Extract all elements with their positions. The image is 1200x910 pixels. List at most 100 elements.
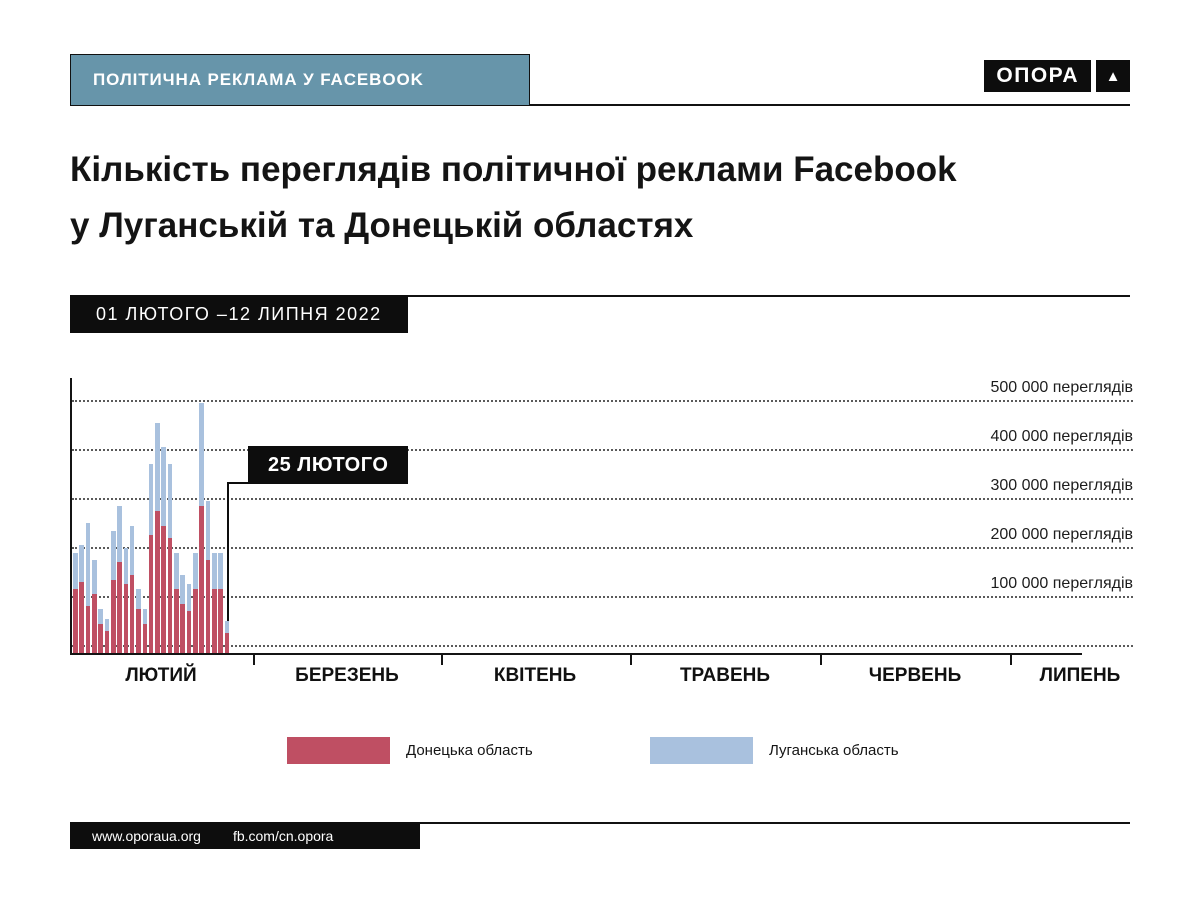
period-rule [70,295,1130,297]
footer-facebook: fb.com/cn.opora [232,827,334,844]
bar-segment-luhansk [73,552,78,590]
bar-segment-luhansk [180,574,186,604]
bar-segment-luhansk [161,447,167,526]
page-title-line2: у Луганській та Донецькій областях [70,206,694,245]
bar-day-25 [224,621,230,653]
gridline-200000: 200 000 переглядів [72,526,1133,549]
bar-segment-luhansk [142,608,148,624]
axis-tick [253,655,255,665]
axis-tick [1010,655,1012,665]
month-label-5: ЧЕРВЕНЬ [868,665,962,686]
bar-segment-donetsk [148,535,154,653]
bar-day-18 [180,574,186,653]
bar-day-13 [148,464,154,653]
bar-day-9 [123,547,129,653]
bar-segment-luhansk [212,552,217,590]
axis-tick [630,655,632,665]
bar-segment-luhansk [117,506,122,563]
bar-day-23 [212,552,217,653]
bar-segment-luhansk [98,608,103,624]
legend-swatch-donetsk [287,737,390,764]
bar-day-3 [85,523,91,653]
bar-segment-luhansk [136,589,141,609]
gridline-label: 100 000 переглядів [990,575,1133,592]
bar-segment-donetsk [212,589,217,653]
bar-segment-donetsk [167,537,173,653]
opora-logo-text: ОПОРА [984,60,1091,92]
bar-day-4 [91,559,97,653]
bar-day-8 [117,506,122,653]
bar-day-24 [218,552,223,653]
opora-logo-triangle-icon: ▲ [1096,60,1130,92]
period-badge: 01 ЛЮТОГО –12 ЛИПНЯ 2022 [70,295,408,333]
bar-segment-donetsk [136,608,141,653]
annotation-pointer-line [227,484,229,621]
bar-segment-luhansk [155,422,160,511]
header-badge: ПОЛІТИЧНА РЕКЛАМА У FACEBOOK [70,54,530,106]
header-badge-label: ПОЛІТИЧНА РЕКЛАМА У FACEBOOK [93,70,424,89]
bar-segment-donetsk [155,510,160,653]
gridline-500000: 500 000 переглядів [72,379,1133,402]
bar-day-5 [98,608,103,653]
bars-group [73,380,333,653]
gridline-400000: 400 000 переглядів [72,428,1133,451]
page-title-line1: Кількість переглядів політичної реклами … [70,150,957,189]
bar-segment-donetsk [117,562,122,653]
bar-segment-luhansk [218,552,223,590]
bar-day-21 [199,403,204,653]
page-title: Кількість переглядів політичної реклами … [70,142,957,254]
gridline-100000: 100 000 переглядів [72,575,1133,598]
bar-segment-donetsk [104,630,110,653]
bar-segment-donetsk [186,611,192,653]
bar-segment-luhansk [193,552,198,590]
bar-day-1 [73,552,78,653]
bar-segment-donetsk [73,589,78,653]
legend-label-donetsk: Донецька область [406,742,533,759]
bar-segment-donetsk [91,594,97,653]
bar-segment-luhansk [123,547,129,585]
bar-segment-donetsk [161,525,167,653]
legend-swatch-luhansk [650,737,753,764]
bar-day-10 [129,525,135,653]
axis-tick [820,655,822,665]
month-label-2: БЕРЕЗЕНЬ [295,665,399,686]
bar-day-6 [104,618,110,653]
annotation-label: 25 ЛЮТОГО [268,453,389,476]
bar-segment-donetsk [205,559,211,653]
axis-tick [441,655,443,665]
gridline-label: 500 000 переглядів [990,379,1133,396]
annotation-pointer-nub [227,482,249,484]
bar-segment-luhansk [79,545,84,582]
gridline-300000: 300 000 переглядів [72,477,1133,500]
bar-segment-donetsk [129,574,135,653]
opora-logo: ОПОРА ▲ [984,60,1130,92]
bar-segment-luhansk [167,464,173,538]
bar-segment-luhansk [174,552,179,590]
legend-label-luhansk: Луганська область [769,742,899,759]
bar-segment-donetsk [174,589,179,653]
month-label-1: ЛЮТИЙ [125,665,197,686]
bar-day-15 [161,447,167,653]
bar-day-7 [110,530,116,653]
bar-segment-donetsk [193,589,198,653]
bar-segment-luhansk [129,525,135,575]
bar-segment-luhansk [85,523,91,607]
bar-segment-luhansk [186,584,192,612]
bar-segment-donetsk [218,589,223,653]
bar-day-19 [186,584,192,653]
x-axis [70,653,1082,655]
bar-segment-luhansk [91,559,97,595]
chart-area: 500 000 переглядів 400 000 переглядів 300 … [70,378,1133,686]
bar-segment-donetsk [180,604,186,653]
legend-item-donetsk: Донецька область [287,737,533,764]
bar-segment-donetsk [199,506,204,653]
bar-day-17 [174,552,179,653]
bar-segment-donetsk [85,606,91,653]
bar-segment-donetsk [142,623,148,653]
bar-segment-luhansk [148,464,154,536]
gridline-label: 300 000 переглядів [990,477,1133,494]
month-label-4: ТРАВЕНЬ [679,665,771,686]
month-label-6: ЛИПЕНЬ [1039,665,1121,686]
bar-segment-luhansk [199,403,204,506]
